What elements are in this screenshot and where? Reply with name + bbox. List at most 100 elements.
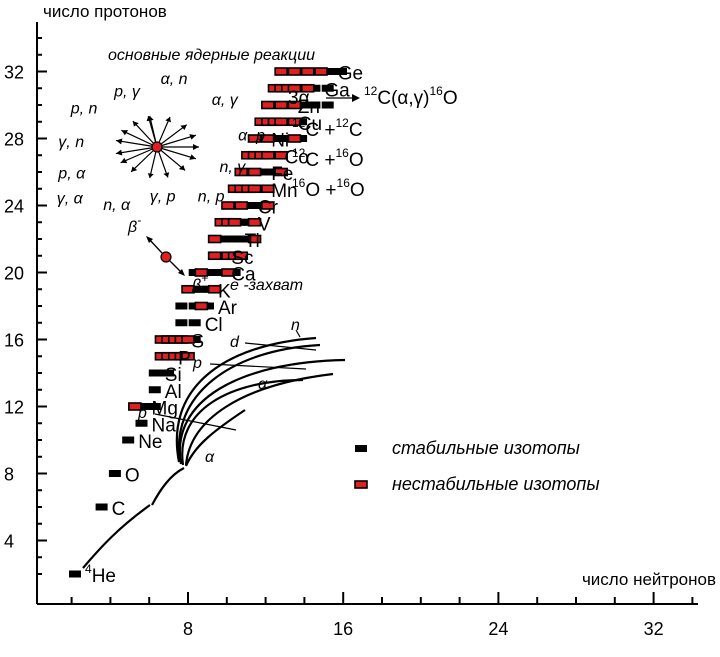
unstable-isotope <box>247 167 262 177</box>
label-path-alpha2: α <box>205 449 215 466</box>
unstable-isotope <box>247 234 262 244</box>
unstable-isotope <box>314 67 328 76</box>
beta-minus-arrowhead <box>146 236 153 243</box>
element-label-sc: Sc <box>231 248 253 269</box>
x-tick-label: 16 <box>333 619 353 639</box>
y-tick-label: 32 <box>4 63 24 83</box>
equation-triple-alpha-arrowhead <box>352 94 360 102</box>
legend: стабильные изотопы нестабильные изотопы <box>354 438 600 494</box>
equation-triple-alpha: 3α <box>288 88 310 109</box>
leader-p2 <box>154 413 237 431</box>
unstable-isotope <box>181 284 195 294</box>
element-label-na: Na <box>152 415 177 436</box>
x-tick-label: 24 <box>488 619 508 639</box>
x-tick-label: 8 <box>183 619 193 639</box>
element-label-ne: Ne <box>138 432 162 453</box>
reaction-arrowhead <box>115 149 123 156</box>
y-axis-title: число протонов <box>43 2 167 21</box>
unstable-isotope <box>274 150 288 160</box>
y-tick-label: 20 <box>4 264 24 284</box>
electron-capture-label: e -захват <box>230 277 303 294</box>
stable-isotope <box>301 101 314 109</box>
unstable-isotope <box>287 83 302 93</box>
unstable-isotope <box>274 167 288 177</box>
stable-isotope <box>155 369 168 377</box>
stable-isotope <box>308 101 321 109</box>
element-label-mn: Mn <box>271 181 297 202</box>
reaction-arrow <box>121 129 158 148</box>
x-tick-label: 32 <box>644 619 664 639</box>
unstable-isotope <box>221 268 235 277</box>
stable-isotope <box>335 68 347 75</box>
axes: 4 8 12 16 20 24 28 32 8 16 24 32 число протонов чи… <box>4 2 716 639</box>
stable-isotope <box>95 503 108 511</box>
element-label-cl: Cl <box>205 315 223 336</box>
unstable-isotope <box>274 100 288 110</box>
star-center-nucleus <box>151 141 163 153</box>
reactions-inset: основные ядерные реакции p, γα, nα, γp, … <box>57 47 315 294</box>
element-label-fe: Fe <box>271 164 293 185</box>
reaction-arrowhead <box>132 121 139 127</box>
label-path-p1: p <box>192 355 202 372</box>
unstable-isotope <box>261 201 275 210</box>
unstable-isotope <box>274 117 288 127</box>
reaction-arrowhead <box>163 172 170 178</box>
element-label-si: Si <box>165 365 182 386</box>
stable-isotope <box>148 403 161 410</box>
reaction-arrow <box>115 146 158 155</box>
stable-isotope <box>321 101 334 109</box>
legend-stable-label: стабильные изотопы <box>392 438 580 458</box>
x-ticks: 8 16 24 32 <box>70 592 694 639</box>
reaction-arrowhead <box>120 157 128 164</box>
element-label-ca: Ca <box>231 265 256 286</box>
particle-label: n, α <box>103 197 131 214</box>
reaction-paths <box>82 336 346 569</box>
stable-isotope <box>261 168 274 176</box>
reaction-arrowhead <box>131 166 138 172</box>
equation-oxygen-oxygen: 16O +16O <box>292 176 365 201</box>
particle-label: α, γ <box>212 92 239 109</box>
reaction-arrow <box>156 124 188 148</box>
reaction-arrowhead <box>180 124 187 131</box>
unstable-isotope <box>234 251 249 261</box>
unstable-isotope <box>234 201 249 210</box>
stable-isotope <box>135 419 148 427</box>
particle-label: p, α <box>57 166 86 183</box>
unstable-isotope <box>287 134 302 143</box>
element-label-he: 4He <box>85 562 116 587</box>
unstable-isotope <box>287 67 302 76</box>
beta-plus-arrowhead <box>178 269 185 276</box>
stable-isotope <box>108 470 121 477</box>
stable-isotope <box>328 68 341 75</box>
reaction-arrow <box>156 134 197 148</box>
stable-isotope <box>175 302 188 310</box>
unstable-isotope <box>247 184 262 194</box>
reaction-arrowhead <box>121 130 129 136</box>
y-tick-label: 12 <box>4 398 24 418</box>
reaction-arrowhead <box>189 154 196 160</box>
equation-carbon-alpha: 12C(α,γ)16O <box>364 84 458 109</box>
path-o-to-p-p <box>178 358 346 465</box>
unstable-isotope <box>287 117 302 127</box>
element-label-c: C <box>112 499 126 520</box>
element-label-cu: Cu <box>298 114 322 135</box>
reaction-arrow <box>156 146 197 160</box>
reaction-arrowhead <box>178 165 186 171</box>
element-label-cr: Cr <box>258 198 279 219</box>
unstable-isotope <box>207 234 222 244</box>
path-c-to-o <box>151 467 185 506</box>
path-he-to-c <box>82 504 151 569</box>
stable-isotope <box>208 269 221 276</box>
legend-unstable-label: нестабильные изотопы <box>392 474 600 494</box>
unstable-isotope <box>194 301 209 311</box>
particle-label: γ, α <box>57 191 84 208</box>
element-label-ga: Ga <box>324 80 350 101</box>
stable-isotope <box>162 369 175 377</box>
element-label-ar: Ar <box>218 298 238 319</box>
y-tick-label: 28 <box>4 130 24 150</box>
unstable-isotope <box>221 201 235 210</box>
leader-d <box>244 342 317 351</box>
y-tick-label: 4 <box>4 532 14 552</box>
